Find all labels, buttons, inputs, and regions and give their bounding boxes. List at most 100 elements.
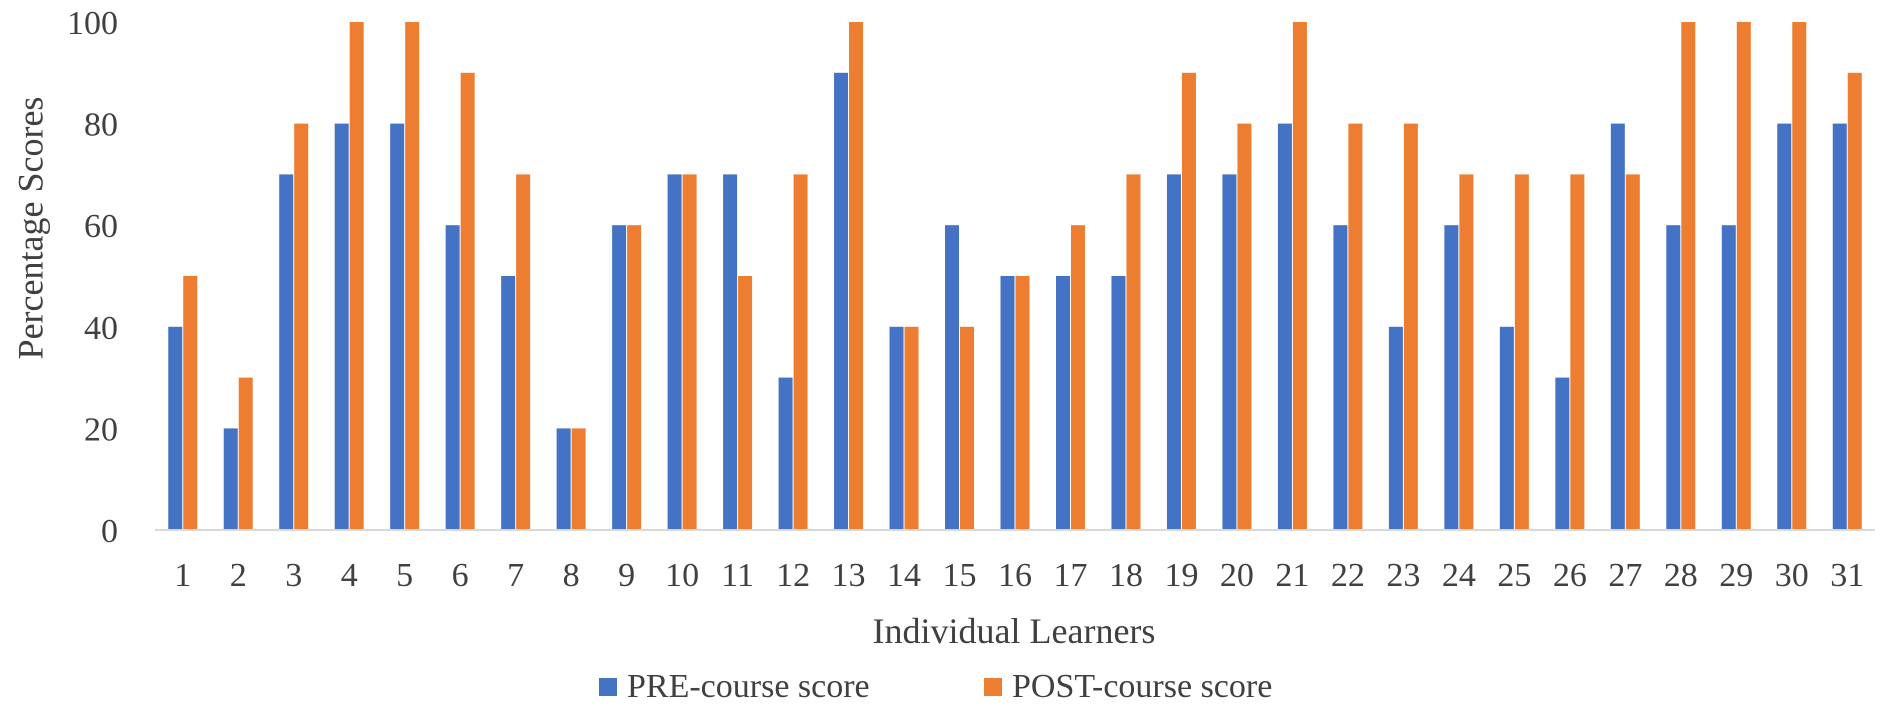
- x-tick-label: 24: [1442, 557, 1476, 594]
- bar-post-course: [1348, 123, 1363, 530]
- x-tick-label: 3: [285, 557, 302, 594]
- bar-pre-course: [1444, 225, 1459, 530]
- x-tick-label: 20: [1220, 557, 1254, 594]
- bar-post-course: [1514, 174, 1529, 530]
- bar-post-course: [1847, 72, 1862, 531]
- bar-pre-course: [1166, 174, 1181, 530]
- x-tick-label: 4: [341, 557, 358, 594]
- x-tick-label: 19: [1164, 557, 1198, 594]
- bar-post-course: [960, 326, 975, 530]
- bar-pre-course: [667, 174, 682, 530]
- bar-pre-course: [556, 428, 571, 530]
- bar-pre-course: [1499, 326, 1514, 530]
- bar-post-course: [1181, 72, 1196, 531]
- bar-post-course: [571, 428, 586, 530]
- bar-post-course: [1403, 123, 1418, 530]
- legend-swatch-post: [984, 678, 1002, 696]
- bar-pre-course: [390, 123, 405, 530]
- y-tick-label: 40: [84, 310, 118, 347]
- x-tick-label: 27: [1608, 557, 1642, 594]
- x-tick-label: 18: [1109, 557, 1143, 594]
- x-tick-label: 17: [1053, 557, 1087, 594]
- bar-post-course: [738, 276, 753, 530]
- bar-pre-course: [1832, 123, 1847, 530]
- bar-post-course: [294, 123, 309, 530]
- x-tick-label: 11: [721, 557, 754, 594]
- x-tick-label: 26: [1553, 557, 1587, 594]
- bar-post-course: [627, 225, 642, 530]
- legend-label-pre: PRE-course score: [627, 668, 870, 705]
- bar-post-course: [1681, 22, 1696, 530]
- bar-post-course: [1237, 123, 1252, 530]
- y-tick-label: 100: [67, 5, 118, 42]
- bar-pre-course: [334, 123, 349, 530]
- x-tick-label: 30: [1775, 557, 1809, 594]
- bar-post-course: [682, 174, 697, 530]
- bar-post-course: [460, 72, 475, 531]
- bar-pre-course: [223, 428, 238, 530]
- y-tick-label: 0: [101, 513, 118, 550]
- bar-pre-course: [1610, 123, 1625, 530]
- x-tick-label: 10: [665, 557, 699, 594]
- x-tick-label: 22: [1331, 557, 1365, 594]
- x-tick-label: 23: [1386, 557, 1420, 594]
- x-tick-label: 29: [1719, 557, 1753, 594]
- bar-post-course: [1292, 22, 1307, 530]
- bar-pre-course: [1055, 276, 1070, 530]
- x-tick-label: 21: [1275, 557, 1309, 594]
- bar-post-course: [1792, 22, 1807, 530]
- y-axis-title-group: Percentage Scores: [10, 97, 50, 360]
- bar-post-course: [1736, 22, 1751, 530]
- bar-pre-course: [1222, 174, 1237, 530]
- y-axis-ticks: 0 20 40 60 80 100: [67, 5, 118, 550]
- x-tick-label: 25: [1497, 557, 1531, 594]
- legend: PRE-course score POST-course score: [599, 668, 1272, 705]
- x-tick-label: 9: [618, 557, 635, 594]
- x-tick-label: 8: [563, 557, 580, 594]
- x-tick-label: 31: [1830, 557, 1864, 594]
- x-tick-label: 7: [507, 557, 524, 594]
- bar-pre-course: [723, 174, 738, 530]
- bar-post-course: [1070, 225, 1085, 530]
- bar-pre-course: [1721, 225, 1736, 530]
- bar-post-course: [793, 174, 808, 530]
- x-tick-label: 14: [887, 557, 921, 594]
- x-tick-label: 6: [452, 557, 469, 594]
- bar-post-course: [1126, 174, 1141, 530]
- x-axis-title: Individual Learners: [873, 611, 1156, 651]
- x-tick-label: 2: [230, 557, 247, 594]
- bar-post-course: [183, 276, 198, 530]
- bar-post-course: [849, 22, 864, 530]
- legend-swatch-pre: [599, 678, 617, 696]
- bar-pre-course: [834, 72, 849, 531]
- bars: [168, 22, 1862, 531]
- bar-pre-course: [1111, 276, 1126, 530]
- bar-pre-course: [1555, 377, 1570, 530]
- bar-post-course: [516, 174, 531, 530]
- x-axis-ticks: 1 2 3 4 5 6 7 8 9 10 11 12 13 14 15 16 17 18 19 20 21 22 23 24 2…: [174, 557, 1864, 594]
- x-tick-label: 12: [776, 557, 810, 594]
- bar-pre-course: [1000, 276, 1015, 530]
- x-tick-label: 15: [943, 557, 977, 594]
- bar-post-course: [349, 22, 364, 530]
- x-tick-label: 16: [998, 557, 1032, 594]
- bar-post-course: [1570, 174, 1585, 530]
- bar-pre-course: [279, 174, 294, 530]
- bar-post-course: [1625, 174, 1640, 530]
- bar-post-course: [1015, 276, 1030, 530]
- y-tick-label: 80: [84, 107, 118, 144]
- bar-pre-course: [1388, 326, 1403, 530]
- x-tick-label: 1: [174, 557, 191, 594]
- bar-pre-course: [501, 276, 516, 530]
- bar-pre-course: [168, 326, 183, 530]
- bar-post-course: [238, 377, 253, 530]
- y-tick-label: 60: [84, 208, 118, 245]
- legend-label-post: POST-course score: [1012, 668, 1272, 705]
- bar-pre-course: [1666, 225, 1681, 530]
- bar-pre-course: [612, 225, 627, 530]
- x-tick-label: 5: [396, 557, 413, 594]
- x-tick-label: 13: [832, 557, 866, 594]
- bar-pre-course: [1333, 225, 1348, 530]
